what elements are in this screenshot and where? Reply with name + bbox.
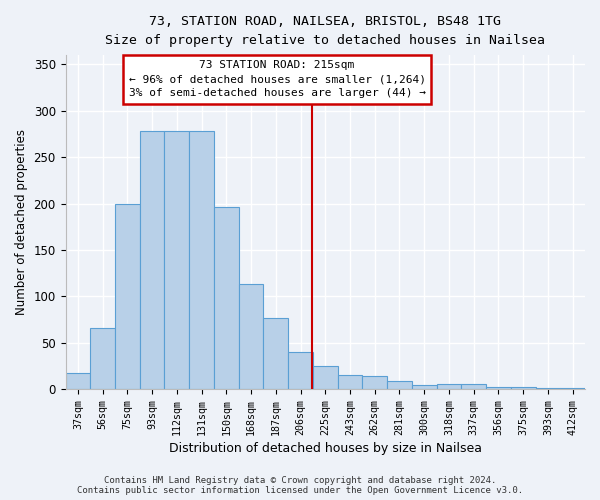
- Text: Contains HM Land Registry data © Crown copyright and database right 2024.
Contai: Contains HM Land Registry data © Crown c…: [77, 476, 523, 495]
- Text: 73 STATION ROAD: 215sqm
← 96% of detached houses are smaller (1,264)
3% of semi-: 73 STATION ROAD: 215sqm ← 96% of detache…: [128, 60, 425, 98]
- Bar: [164, 131, 189, 390]
- Bar: [189, 131, 214, 390]
- Bar: [313, 366, 338, 390]
- Bar: [288, 352, 313, 390]
- Bar: [90, 328, 115, 390]
- Bar: [536, 388, 560, 390]
- Y-axis label: Number of detached properties: Number of detached properties: [15, 129, 28, 315]
- Bar: [461, 384, 486, 390]
- Bar: [263, 318, 288, 390]
- X-axis label: Distribution of detached houses by size in Nailsea: Distribution of detached houses by size …: [169, 442, 482, 455]
- Bar: [338, 376, 362, 390]
- Title: 73, STATION ROAD, NAILSEA, BRISTOL, BS48 1TG
Size of property relative to detach: 73, STATION ROAD, NAILSEA, BRISTOL, BS48…: [105, 15, 545, 47]
- Bar: [214, 208, 239, 390]
- Bar: [115, 204, 140, 390]
- Bar: [486, 388, 511, 390]
- Bar: [412, 384, 437, 390]
- Bar: [437, 384, 461, 390]
- Bar: [511, 388, 536, 390]
- Bar: [239, 284, 263, 390]
- Bar: [387, 381, 412, 390]
- Bar: [362, 376, 387, 390]
- Bar: [560, 388, 585, 390]
- Bar: [140, 131, 164, 390]
- Bar: [65, 372, 90, 390]
